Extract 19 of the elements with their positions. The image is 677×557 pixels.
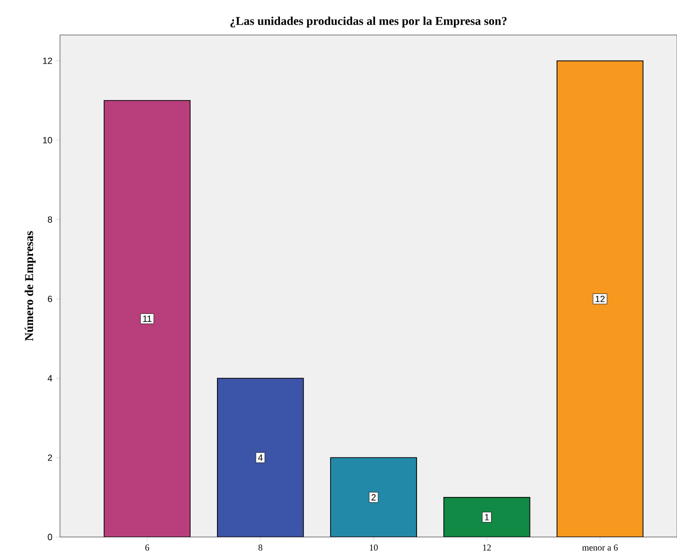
- y-tick-label: 6: [48, 296, 52, 302]
- chart-title: ¿Las unidades producidas al mes por la Empresa son?: [230, 16, 507, 28]
- data-label: 11: [143, 316, 152, 322]
- y-tick-label: 2: [48, 454, 52, 461]
- data-label: 2: [372, 494, 376, 500]
- y-tick-label: 8: [48, 216, 52, 223]
- x-tick-label: menor a 6: [582, 544, 618, 551]
- y-tick-label: 12: [43, 58, 52, 64]
- x-tick-label: 6: [145, 544, 150, 551]
- x-tick-label: 12: [483, 544, 491, 550]
- y-tick-label: 10: [43, 136, 52, 144]
- y-tick-label: 0: [48, 534, 52, 540]
- data-label: 4: [258, 454, 263, 461]
- data-label: 12: [596, 296, 605, 302]
- x-tick-label: 8: [258, 544, 262, 551]
- y-tick-label: 4: [48, 375, 52, 382]
- y-axis-title: Número de Empresas: [24, 231, 36, 341]
- x-tick-label: 10: [370, 544, 378, 551]
- data-label: 1: [485, 514, 489, 520]
